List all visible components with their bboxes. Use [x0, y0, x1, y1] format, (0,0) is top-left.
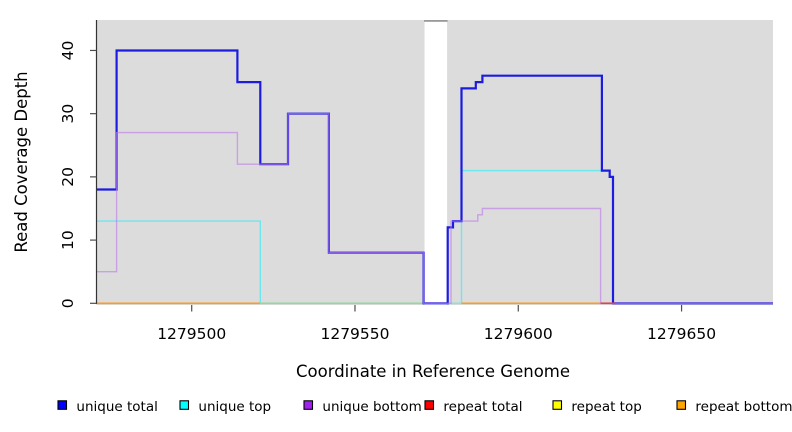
y-axis-title: Read Coverage Depth	[12, 71, 31, 252]
legend-label-unique-top: unique top	[198, 399, 271, 415]
axes-layer: 0 10 20 30 40 1279500 1279550 1279600 1279650	[59, 20, 716, 343]
legend-swatch-repeat-top	[552, 400, 563, 410]
legend-label-unique-bottom: unique bottom	[322, 399, 421, 415]
y-tick-label: 0	[59, 298, 77, 308]
axis-titles-layer: Coordinate in Reference Genome Read Cover…	[12, 71, 570, 381]
legend-swatch-repeat-total	[424, 400, 435, 410]
x-tick-label: 1279550	[320, 325, 389, 343]
y-tick-label: 20	[59, 167, 77, 187]
legend-label-unique-total: unique total	[76, 399, 157, 415]
series-lines-layer	[97, 49, 773, 305]
legend: unique total unique top unique bottom repea…	[57, 399, 792, 415]
x-tick-label: 1279650	[647, 325, 716, 343]
unique-bottom-line	[97, 113, 773, 304]
y-tick-label: 40	[59, 41, 77, 61]
y-tick-label: 10	[59, 230, 77, 250]
x-tick-label: 1279600	[484, 325, 553, 343]
y-tick-label: 30	[59, 104, 77, 124]
no-data-gap-band	[424, 21, 448, 305]
legend-swatch-unique-top	[179, 400, 190, 410]
plot-background-layer	[97, 20, 773, 305]
legend-label-repeat-total: repeat total	[443, 399, 522, 415]
x-tick-label: 1279500	[157, 325, 226, 343]
legend-label-repeat-top: repeat top	[571, 399, 641, 415]
legend-label-repeat-bottom: repeat bottom	[695, 399, 792, 415]
x-axis-title: Coordinate in Reference Genome	[296, 362, 570, 381]
legend-swatch-unique-bottom	[303, 400, 314, 410]
legend-swatch-unique-total	[57, 400, 68, 410]
legend-swatch-repeat-bottom	[676, 400, 687, 410]
